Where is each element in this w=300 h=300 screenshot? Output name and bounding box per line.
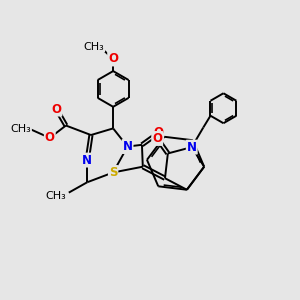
Text: CH₃: CH₃ [11, 124, 32, 134]
Text: O: O [152, 132, 162, 145]
Text: N: N [122, 140, 133, 153]
Text: S: S [109, 166, 117, 179]
Text: CH₃: CH₃ [84, 42, 104, 52]
Text: O: O [153, 126, 163, 139]
Text: N: N [82, 154, 92, 166]
Text: O: O [51, 103, 62, 116]
Text: O: O [45, 131, 55, 144]
Text: O: O [108, 52, 118, 65]
Text: N: N [187, 141, 197, 154]
Text: CH₃: CH₃ [45, 190, 66, 200]
